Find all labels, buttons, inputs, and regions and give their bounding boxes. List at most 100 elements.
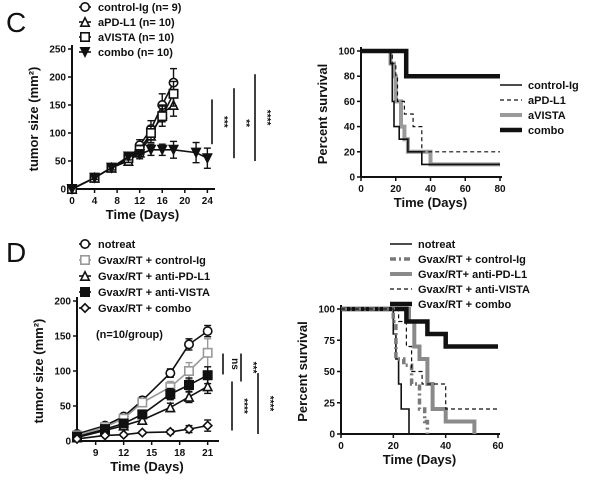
data-point (137, 397, 148, 408)
y-tick-label: 0 (60, 185, 66, 196)
significance-label: *** (247, 362, 258, 374)
x-tick-label: 20 (388, 441, 400, 452)
legend-label: aVISTA (528, 110, 566, 122)
x-tick-label: 15 (146, 448, 158, 459)
x-tick-label: 20 (179, 196, 191, 207)
data-point (105, 162, 117, 174)
data-point (157, 111, 168, 122)
x-axis-label: Time (Days) (110, 459, 183, 474)
legend-label: Gvax/RT + control-Ig (98, 255, 206, 267)
series-2 (67, 80, 179, 195)
y-tick-label: 0 (329, 430, 335, 441)
data-point (202, 370, 213, 381)
data-point (136, 414, 148, 426)
y-tick-label: 25 (324, 398, 336, 409)
legend-marker (80, 255, 91, 266)
survival-curve-3 (341, 308, 498, 410)
annotation: (n=10/group) (96, 329, 163, 341)
y-tick-label: 200 (49, 73, 66, 84)
legend-marker (80, 31, 91, 42)
data-point (134, 149, 146, 161)
x-tick-label: 16 (157, 196, 169, 207)
chart-D-survival: 0 25 50 75 100 0 20 40 60 Time (Days) Percent surv… (295, 239, 530, 467)
legend-label: notreat (98, 239, 136, 251)
y-tick-label: 75 (324, 336, 336, 347)
x-tick-label: 60 (460, 184, 472, 195)
x-tick-label: 40 (440, 441, 452, 452)
y-tick-label: 100 (54, 367, 71, 378)
data-point (118, 429, 129, 441)
legend-label: combo (528, 125, 564, 137)
legend-label: Gvax/RT + control-Ig (418, 254, 526, 266)
data-point (165, 368, 176, 379)
x-tick-label: 0 (69, 196, 75, 207)
y-tick-label: 150 (54, 332, 71, 343)
y-tick-label: 0 (349, 173, 355, 184)
data-point (183, 390, 195, 402)
data-point (184, 379, 195, 390)
data-point (118, 418, 129, 429)
data-point (202, 347, 213, 358)
panel-letter-d: D (6, 237, 26, 268)
data-point (99, 430, 111, 441)
legend-label: Gvax/RT + anti-VISTA (98, 287, 210, 299)
series-line (71, 82, 175, 190)
chart-C-tumor: 0 50 100 150 200 250 0 4 8 12 16 20 24 Time (Days) tum… (26, 2, 272, 222)
data-point (156, 144, 168, 156)
y-tick-label: 80 (344, 72, 356, 83)
y-tick-label: 0 (65, 437, 71, 448)
y-tick-label: 20 (344, 147, 356, 158)
data-point (168, 144, 180, 156)
x-axis-label: Time (Days) (383, 452, 456, 467)
data-point (184, 365, 195, 376)
data-point (89, 172, 101, 184)
x-tick-label: 80 (494, 184, 506, 195)
legend-label: aPD-L1 (n= 10) (98, 17, 175, 29)
legend-label: aVISTA (n= 10) (98, 32, 174, 44)
survival-curve-4 (341, 306, 498, 349)
x-tick-label: 18 (174, 448, 186, 459)
data-point (122, 151, 134, 163)
x-tick-label: 12 (134, 196, 146, 207)
survival-curve-0 (361, 50, 500, 166)
y-axis-label: Percent survival (315, 64, 330, 164)
y-tick-label: 40 (344, 122, 356, 133)
y-axis-label: Percent survival (295, 321, 310, 421)
significance-label: **** (261, 110, 272, 126)
survival-curve-1 (361, 50, 500, 153)
legend-marker (79, 16, 91, 28)
x-tick-label: 24 (202, 196, 214, 207)
x-tick-label: 20 (390, 184, 402, 195)
legend-label: Gvax/RT + anti-VISTA (418, 284, 530, 296)
data-point (201, 153, 213, 165)
data-point (183, 423, 195, 435)
x-tick-label: 8 (114, 196, 120, 207)
significance-label: **** (264, 396, 275, 412)
y-tick-label: 100 (49, 129, 66, 140)
significance-label: *** (218, 116, 229, 128)
series-4 (71, 419, 213, 445)
significance-label: **** (238, 398, 249, 414)
legend-marker (79, 46, 91, 58)
y-tick-label: 150 (49, 101, 66, 112)
y-tick-label: 50 (60, 402, 72, 413)
y-tick-label: 100 (318, 305, 335, 316)
y-axis-label: tumor size (mm²) (26, 67, 41, 172)
chart-C-survival: 0 20 40 60 80 100 0 20 40 60 80 Time (Days) Percent … (315, 47, 579, 211)
series-line (71, 93, 175, 190)
data-point (137, 409, 148, 420)
legend-label: Gvax/RT+ anti-PD-L1 (418, 269, 527, 281)
survival-curve-0 (341, 308, 410, 434)
y-tick-label: 50 (55, 157, 67, 168)
chart-D-tumor: 0 50 100 150 200 9 12 15 18 21 Time (Days) tumor si… (31, 239, 275, 474)
data-point (66, 184, 78, 195)
legend-marker (80, 286, 91, 297)
x-axis-label: Time (Days) (106, 207, 179, 222)
legend-label: notreat (418, 239, 456, 251)
x-tick-label: 9 (93, 448, 99, 459)
y-tick-label: 50 (324, 367, 336, 378)
data-point (165, 426, 176, 438)
data-point (165, 389, 176, 400)
survival-curve-2 (361, 49, 500, 167)
